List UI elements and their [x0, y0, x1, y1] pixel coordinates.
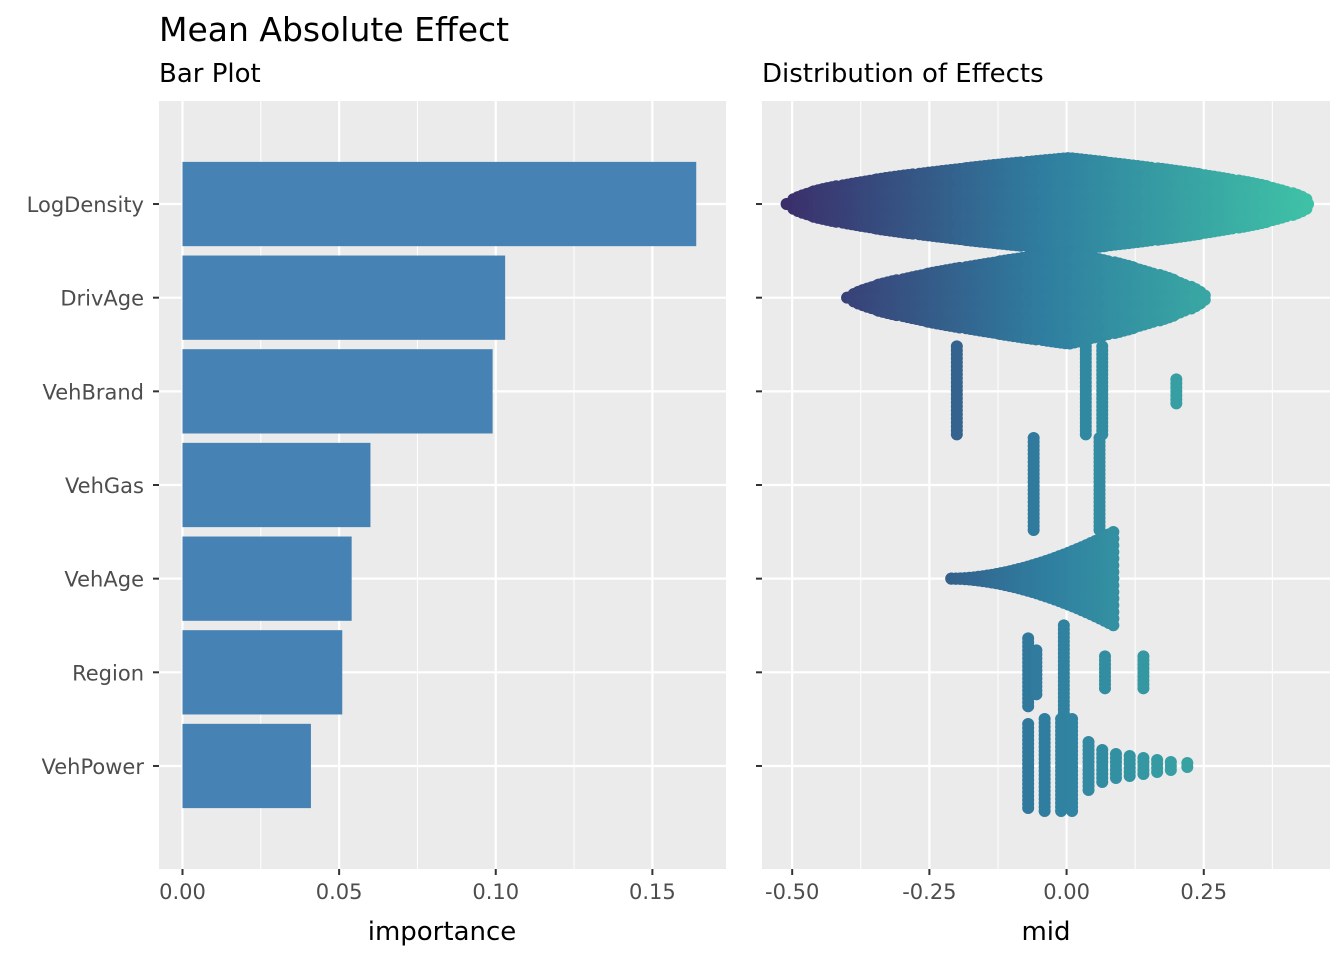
- bar-x-tick-label: 0.15: [629, 880, 676, 904]
- swarm-point-vehpower: [1164, 763, 1177, 776]
- swarm-point-region: [1022, 700, 1035, 713]
- swarm-x-tick-label: -0.50: [765, 880, 819, 904]
- bar-y-tick-label: VehBrand: [42, 380, 144, 404]
- bar-panel-bars: [182, 161, 697, 809]
- bar-x-tick-label: 0.00: [159, 880, 206, 904]
- bar-x-tick-label: 0.10: [472, 880, 519, 904]
- swarm-panel-x-label: mid: [1021, 917, 1070, 947]
- swarm-point-vehpower: [1137, 767, 1150, 780]
- swarm-x-tick-label: -0.25: [902, 880, 956, 904]
- bar-y-tick-label: Region: [72, 661, 144, 685]
- swarm-panel-points: [780, 152, 1315, 817]
- swarm-point-vehbrand: [1170, 397, 1183, 410]
- bar-y-tick-label: DrivAge: [60, 287, 144, 311]
- bar-vehage: [182, 536, 352, 621]
- swarm-point-vehpower: [1066, 804, 1079, 817]
- swarm-panel-x-axis: -0.50 -0.25 0.00 0.25: [765, 869, 1227, 904]
- swarm-point-region: [1030, 688, 1043, 701]
- swarm-point-vehpower: [1038, 804, 1051, 817]
- bar-panel-subtitle: Bar Plot: [159, 59, 261, 89]
- swarm-panel-subtitle: Distribution of Effects: [762, 59, 1044, 89]
- swarm-point-vehpower: [1082, 783, 1095, 796]
- swarm-panel-y-axis: [756, 203, 762, 767]
- swarm-point-logdensity: [1302, 198, 1315, 211]
- bar-logdensity: [182, 161, 697, 247]
- swarm-point-vehage: [1107, 619, 1120, 632]
- bar-y-tick-label: VehGas: [65, 474, 144, 498]
- swarm-point-vehpower: [1022, 801, 1035, 814]
- swarm-point-vehpower: [1151, 765, 1164, 778]
- swarm-point-vehpower: [1055, 804, 1068, 817]
- swarm-point-logdensity: [797, 198, 810, 211]
- swarm-point-drivage: [1198, 293, 1211, 306]
- swarm-panel: Distribution of Effects -0.50 -0.25 0.00 0.…: [756, 59, 1330, 947]
- swarm-point-region: [1098, 682, 1111, 695]
- bar-y-tick-label: LogDensity: [27, 193, 144, 217]
- bar-y-tick-label: VehAge: [64, 568, 144, 592]
- bar-drivage: [182, 255, 506, 340]
- swarm-x-tick-label: 0.25: [1180, 880, 1227, 904]
- swarm-point-vehbrand: [1079, 428, 1092, 441]
- bar-vehgas: [182, 442, 371, 528]
- bar-region: [182, 630, 343, 715]
- swarm-point-logdensity: [1291, 198, 1304, 211]
- bar-y-tick-label: VehPower: [42, 755, 145, 779]
- swarm-point-vehbrand: [950, 428, 963, 441]
- bar-panel-y-axis: LogDensity DrivAge VehBrand VehGas VehAge Reg…: [27, 193, 159, 779]
- swarm-point-vehgas: [1027, 524, 1040, 536]
- swarm-point-vehpower: [1109, 771, 1122, 784]
- swarm-point-vehpower: [1181, 760, 1194, 773]
- bar-panel-x-label: importance: [368, 917, 517, 947]
- bar-panel: Bar Plot LogDensity DrivAge VehBrand VehGas…: [27, 59, 726, 947]
- bar-panel-x-axis: 0.00 0.05 0.10 0.15: [159, 869, 676, 904]
- figure-title: Mean Absolute Effect: [159, 10, 509, 49]
- swarm-point-region: [1137, 682, 1150, 695]
- bar-vehbrand: [182, 349, 493, 434]
- swarm-point-vehpower: [1096, 775, 1109, 788]
- swarm-point-vehpower: [1123, 769, 1136, 782]
- swarm-x-tick-label: 0.00: [1043, 880, 1090, 904]
- swarm-point-logdensity: [780, 198, 793, 211]
- bar-vehpower: [182, 723, 311, 809]
- bar-x-tick-label: 0.05: [316, 880, 363, 904]
